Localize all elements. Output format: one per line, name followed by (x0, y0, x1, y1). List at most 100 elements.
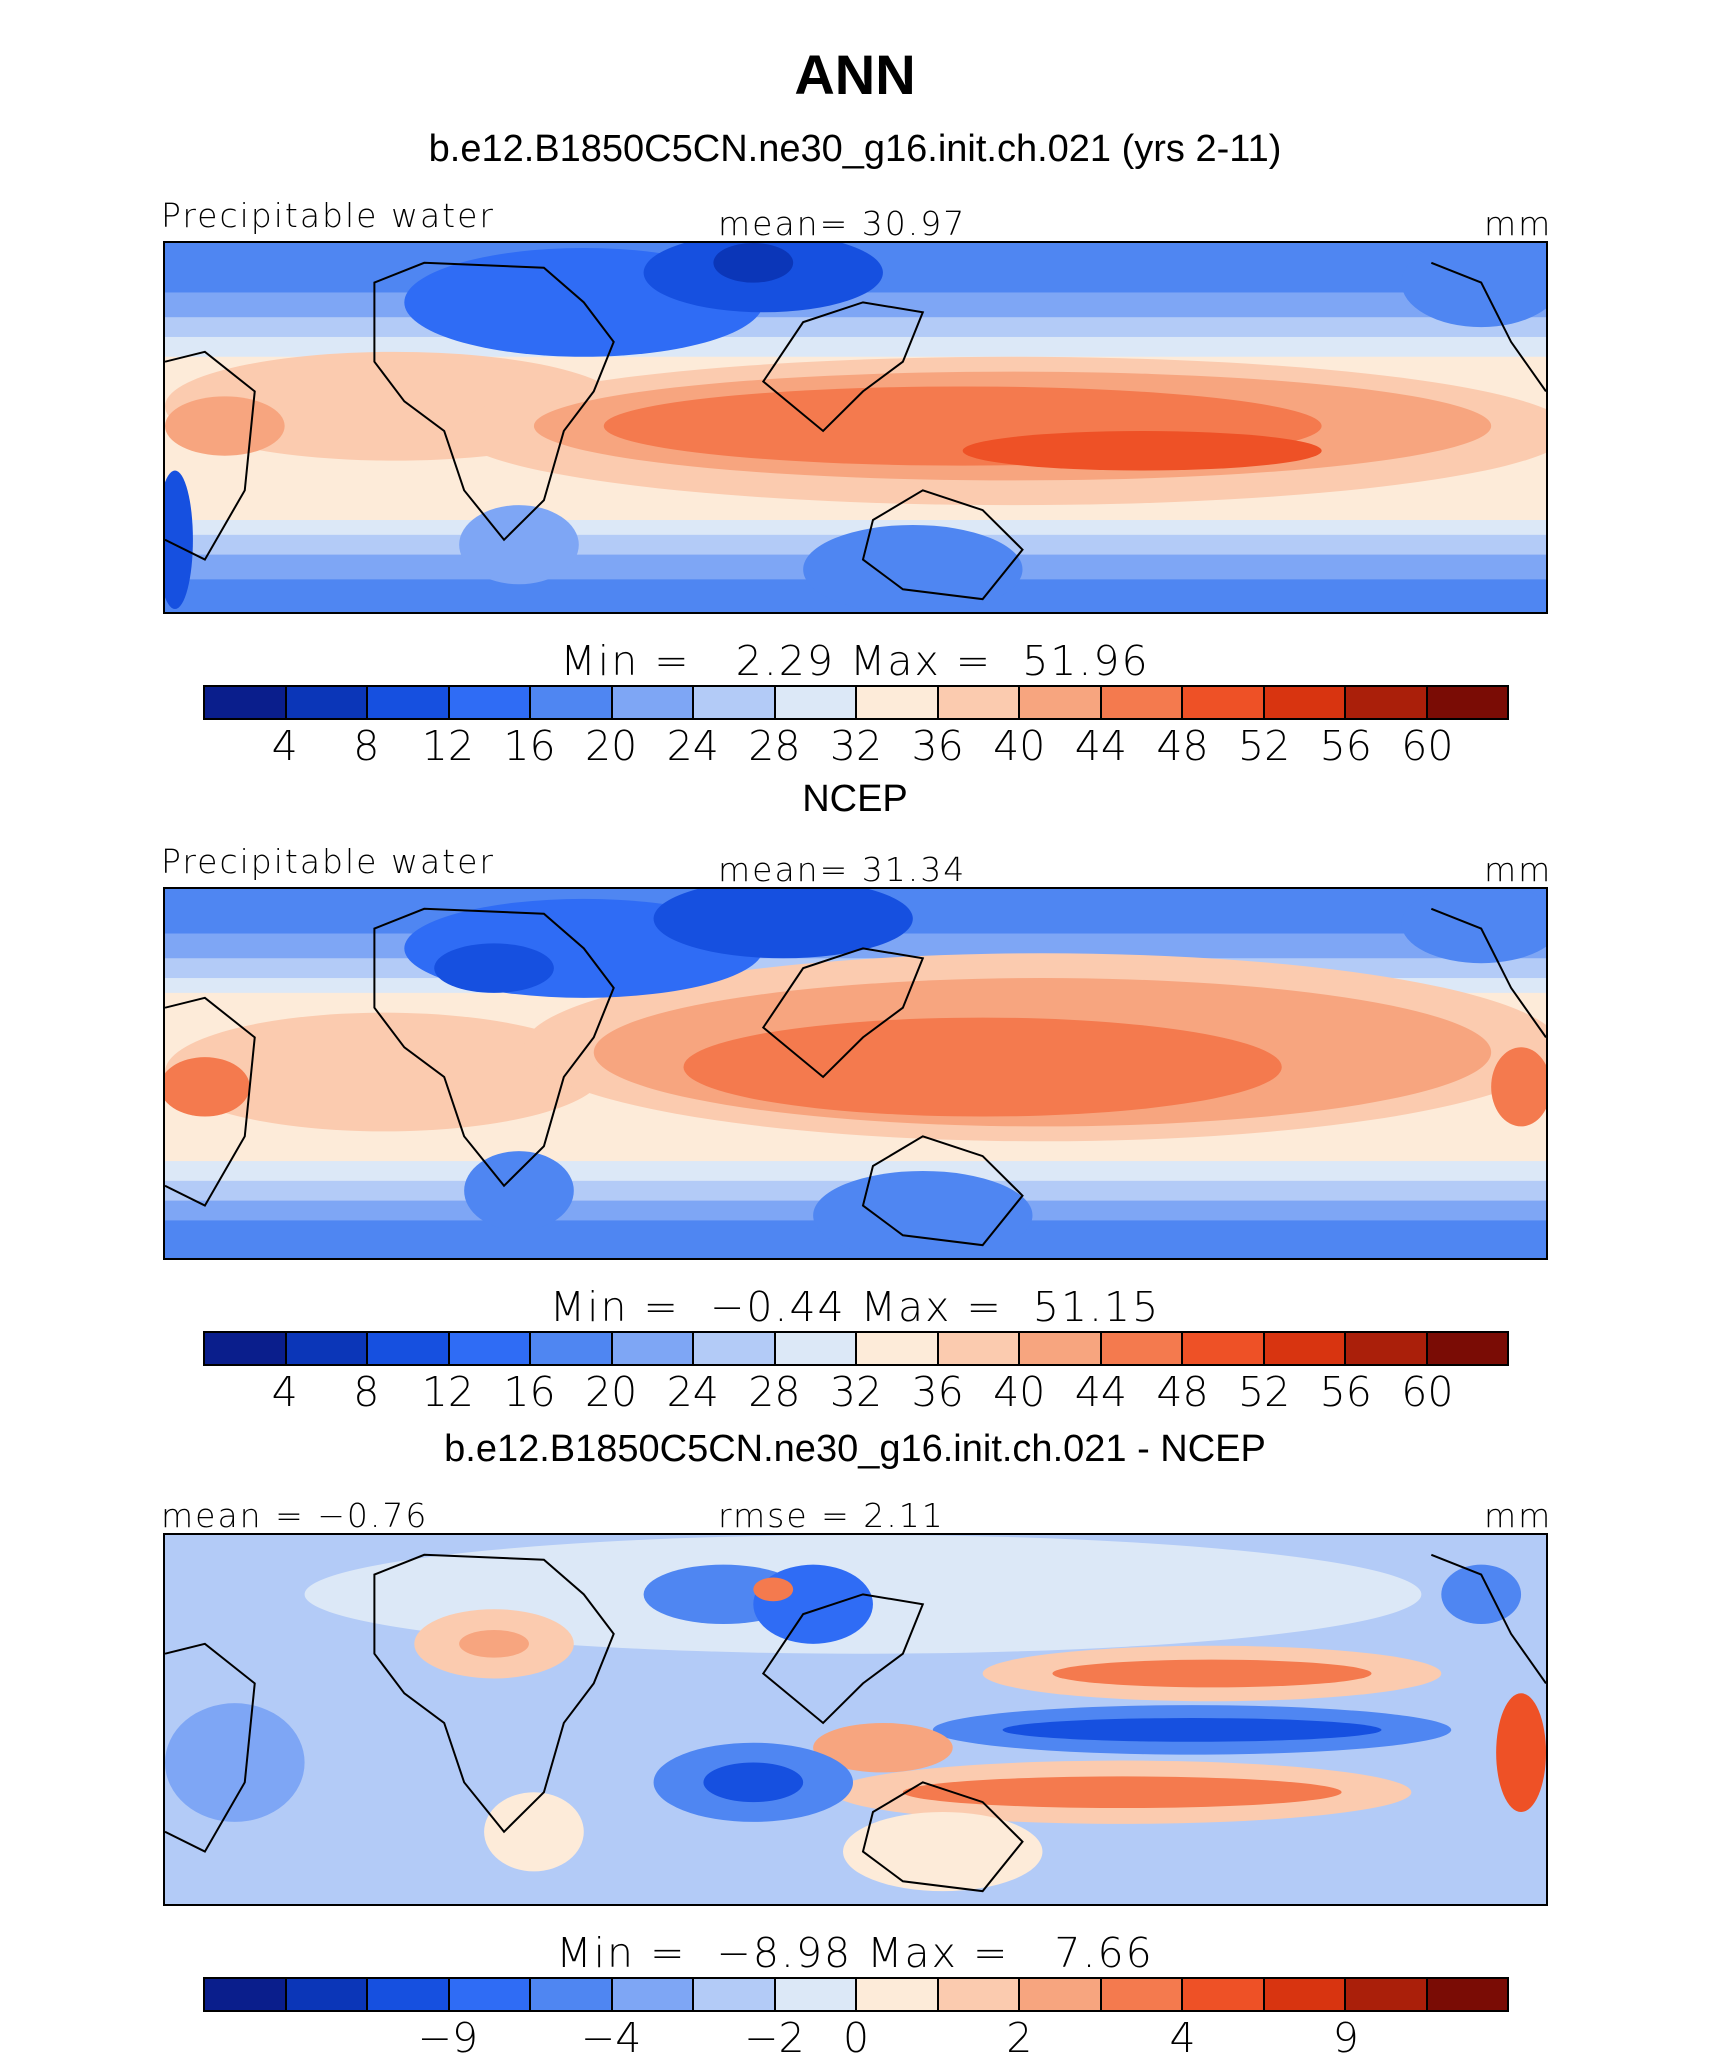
colorbar-swatch (938, 687, 1020, 718)
colorbar-swatch (1264, 1979, 1346, 2010)
panel-2-subtitle: NCEP (802, 778, 908, 820)
tick-label: 8 (353, 1368, 380, 1416)
colorbar-swatch (1183, 687, 1265, 718)
colorbar-swatch (449, 687, 531, 718)
colorbar-swatch (1346, 1333, 1428, 1364)
panel-1-colorbar (203, 685, 1509, 720)
tick-label: 40 (993, 722, 1046, 770)
tick-label: 40 (993, 1368, 1046, 1416)
colorbar-swatch (205, 687, 287, 718)
colorbar-swatch (1427, 687, 1507, 718)
colorbar-swatch (368, 687, 450, 718)
panel-1-variable-label: Precipitable water (161, 196, 495, 235)
colorbar-swatch (857, 1979, 939, 2010)
colorbar-swatch (857, 1333, 939, 1364)
tick-label: 32 (829, 722, 883, 770)
colorbar-swatch (1020, 1979, 1102, 2010)
panel-3-colorbar-ticks: −9 −4 −2 0 2 4 9 (203, 2014, 1509, 2062)
panel-2-colorbar-ticks: 4 8 12 16 20 24 28 32 36 40 44 48 52 56 … (203, 1368, 1509, 1416)
panel-2-map (163, 887, 1548, 1260)
tick-label: 44 (1074, 722, 1127, 770)
colorbar-swatch (694, 1979, 776, 2010)
panel-2-variable-label: Precipitable water (161, 842, 495, 881)
tick-label: 52 (1238, 722, 1291, 770)
panel-1-colorbar-ticks: 4 8 12 16 20 24 28 32 36 40 44 48 52 56 … (203, 722, 1509, 770)
tick-label: −4 (580, 2014, 642, 2062)
panel-2-colorbar (203, 1331, 1509, 1366)
panel-3-units: mm (1484, 1496, 1553, 1535)
colorbar-swatch (1020, 1333, 1102, 1364)
tick-label: 36 (911, 722, 964, 770)
panel-3-rmse-label: rmse = 2.11 (718, 1496, 945, 1535)
tick-label: 60 (1401, 1368, 1454, 1416)
tick-label: 24 (666, 722, 719, 770)
panel-1-map-canvas (165, 243, 1546, 612)
colorbar-swatch (531, 1333, 613, 1364)
panel-2-units: mm (1484, 850, 1553, 889)
colorbar-swatch (1264, 1333, 1346, 1364)
panel-2-map-canvas (165, 889, 1546, 1258)
panel-1-subtitle: b.e12.B1850C5CN.ne30_g16.init.ch.021 (yr… (428, 128, 1282, 170)
tick-label: 28 (748, 1368, 801, 1416)
panel-3-map-canvas (165, 1535, 1546, 1904)
panel-3-mean-label: mean = −0.76 (161, 1496, 429, 1535)
colorbar-swatch (1101, 1979, 1183, 2010)
panel-1-map (163, 241, 1548, 614)
panel-2-min-max: Min = −0.44 Max = 51.15 (549, 1283, 1161, 1331)
colorbar-swatch (1183, 1979, 1265, 2010)
colorbar-swatch (449, 1333, 531, 1364)
colorbar-swatch (368, 1979, 450, 2010)
panel-1-min-max: Min = 2.29 Max = 51.96 (560, 637, 1150, 685)
panel-1-mean-label: mean= 30.97 (718, 204, 967, 243)
tick-label: 56 (1319, 1368, 1372, 1416)
panel-2-mean-label: mean= 31.34 (718, 850, 967, 889)
colorbar-swatch (286, 687, 368, 718)
colorbar-swatch (775, 687, 857, 718)
colorbar-swatch (612, 687, 694, 718)
tick-label: 28 (748, 722, 801, 770)
colorbar-swatch (449, 1979, 531, 2010)
colorbar-swatch (531, 687, 613, 718)
colorbar-swatch (775, 1979, 857, 2010)
colorbar-swatch (775, 1333, 857, 1364)
colorbar-swatch (1101, 1333, 1183, 1364)
colorbar-swatch (1020, 687, 1102, 718)
panel-3-map (163, 1533, 1548, 1906)
panel-1-units: mm (1484, 204, 1553, 243)
colorbar-swatch (612, 1333, 694, 1364)
colorbar-swatch (205, 1333, 287, 1364)
panel-3-subtitle: b.e12.B1850C5CN.ne30_g16.init.ch.021 - N… (444, 1428, 1266, 1470)
colorbar-swatch (1346, 1979, 1428, 2010)
figure-title: ANN (794, 43, 916, 106)
colorbar-swatch (694, 1333, 776, 1364)
tick-label: 20 (585, 1368, 638, 1416)
tick-label: 8 (353, 722, 380, 770)
tick-label: −2 (744, 2014, 805, 2062)
colorbar-swatch (857, 687, 939, 718)
tick-label: 36 (911, 1368, 964, 1416)
colorbar-swatch (1427, 1979, 1507, 2010)
colorbar-swatch (612, 1979, 694, 2010)
tick-label: 60 (1401, 722, 1454, 770)
colorbar-swatch (1427, 1333, 1507, 1364)
colorbar-swatch (205, 1979, 287, 2010)
tick-label: 16 (503, 722, 556, 770)
tick-label: 20 (585, 722, 638, 770)
colorbar-swatch (1183, 1333, 1265, 1364)
tick-label: 56 (1319, 722, 1372, 770)
tick-label: −9 (417, 2014, 479, 2062)
tick-label: 0 (842, 2014, 870, 2062)
colorbar-swatch (1264, 687, 1346, 718)
tick-label: 9 (1332, 2014, 1359, 2062)
colorbar-swatch (694, 687, 776, 718)
colorbar-swatch (286, 1979, 368, 2010)
tick-label: 12 (421, 1368, 474, 1416)
colorbar-swatch (286, 1333, 368, 1364)
tick-label: 24 (666, 1368, 719, 1416)
tick-label: 4 (271, 722, 298, 770)
colorbar-swatch (938, 1333, 1020, 1364)
colorbar-swatch (531, 1979, 613, 2010)
tick-label: 48 (1156, 722, 1209, 770)
panel-3-colorbar (203, 1977, 1509, 2012)
tick-label: 44 (1074, 1368, 1127, 1416)
